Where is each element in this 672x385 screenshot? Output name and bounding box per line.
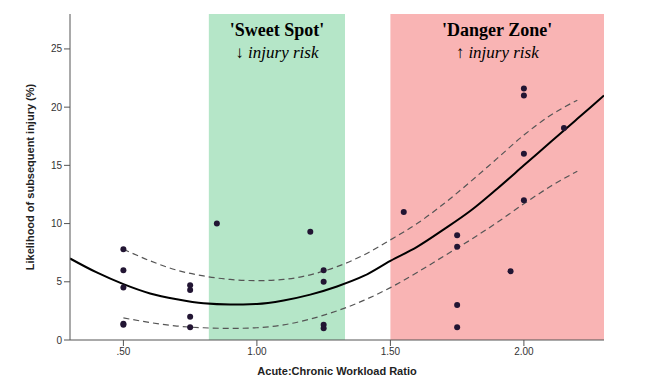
svg-text:2.00: 2.00	[514, 346, 534, 357]
svg-text:Acute:Chronic Workload Ratio: Acute:Chronic Workload Ratio	[257, 365, 417, 377]
svg-text:10: 10	[51, 218, 63, 229]
svg-text:1.00: 1.00	[247, 346, 267, 357]
svg-text:'Danger Zone': 'Danger Zone'	[442, 20, 552, 40]
svg-text:.50: .50	[116, 346, 130, 357]
svg-text:5: 5	[56, 276, 62, 287]
svg-text:1.50: 1.50	[381, 346, 401, 357]
svg-text:↑ injury risk: ↑ injury risk	[456, 43, 540, 62]
svg-text:Likelihood of subsequent injur: Likelihood of subsequent injury (%)	[24, 83, 36, 270]
svg-text:'Sweet Spot': 'Sweet Spot'	[230, 20, 325, 40]
svg-text:15: 15	[51, 160, 63, 171]
svg-text:0: 0	[56, 335, 62, 346]
svg-text:25: 25	[51, 43, 63, 54]
svg-text:↓ injury risk: ↓ injury risk	[235, 43, 319, 62]
svg-text:20: 20	[51, 102, 63, 113]
